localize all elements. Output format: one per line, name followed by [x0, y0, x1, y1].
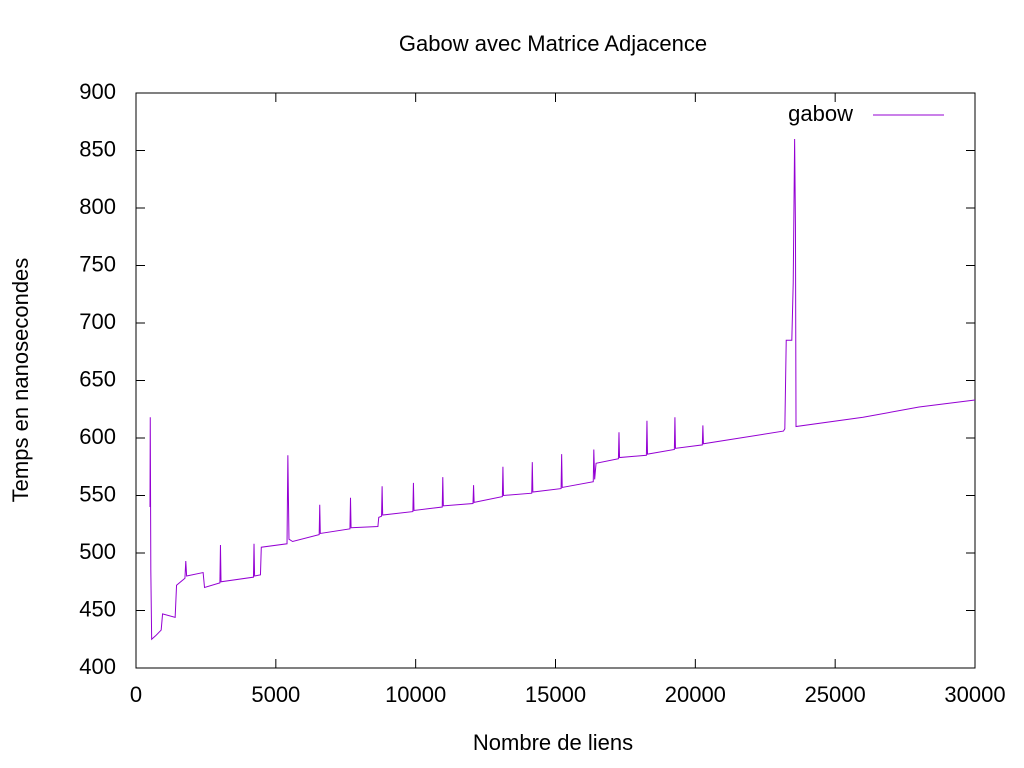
- data-line: [149, 138, 976, 641]
- y-tick-label: 900: [79, 79, 116, 104]
- y-axis-label: Temps en nanosecondes: [8, 258, 33, 503]
- y-tick-label: 700: [79, 309, 116, 334]
- y-tick-label: 650: [79, 366, 116, 391]
- y-tick-label: 800: [79, 194, 116, 219]
- y-tick-label: 600: [79, 424, 116, 449]
- y-tick-label: 400: [79, 654, 116, 679]
- x-tick-label: 30000: [944, 682, 1005, 707]
- x-tick-label: 25000: [805, 682, 866, 707]
- x-tick-label: 10000: [385, 682, 446, 707]
- y-tick-label: 450: [79, 596, 116, 621]
- x-tick-label: 20000: [665, 682, 726, 707]
- chart-title: Gabow avec Matrice Adjacence: [399, 31, 707, 56]
- x-axis-label: Nombre de liens: [473, 730, 633, 755]
- y-tick-label: 550: [79, 481, 116, 506]
- x-tick-label: 15000: [525, 682, 586, 707]
- legend-label: gabow: [788, 101, 853, 126]
- x-tick-label: 5000: [251, 682, 300, 707]
- y-tick-label: 500: [79, 539, 116, 564]
- y-tick-label: 850: [79, 136, 116, 161]
- x-tick-label: 0: [130, 682, 142, 707]
- y-tick-label: 750: [79, 251, 116, 276]
